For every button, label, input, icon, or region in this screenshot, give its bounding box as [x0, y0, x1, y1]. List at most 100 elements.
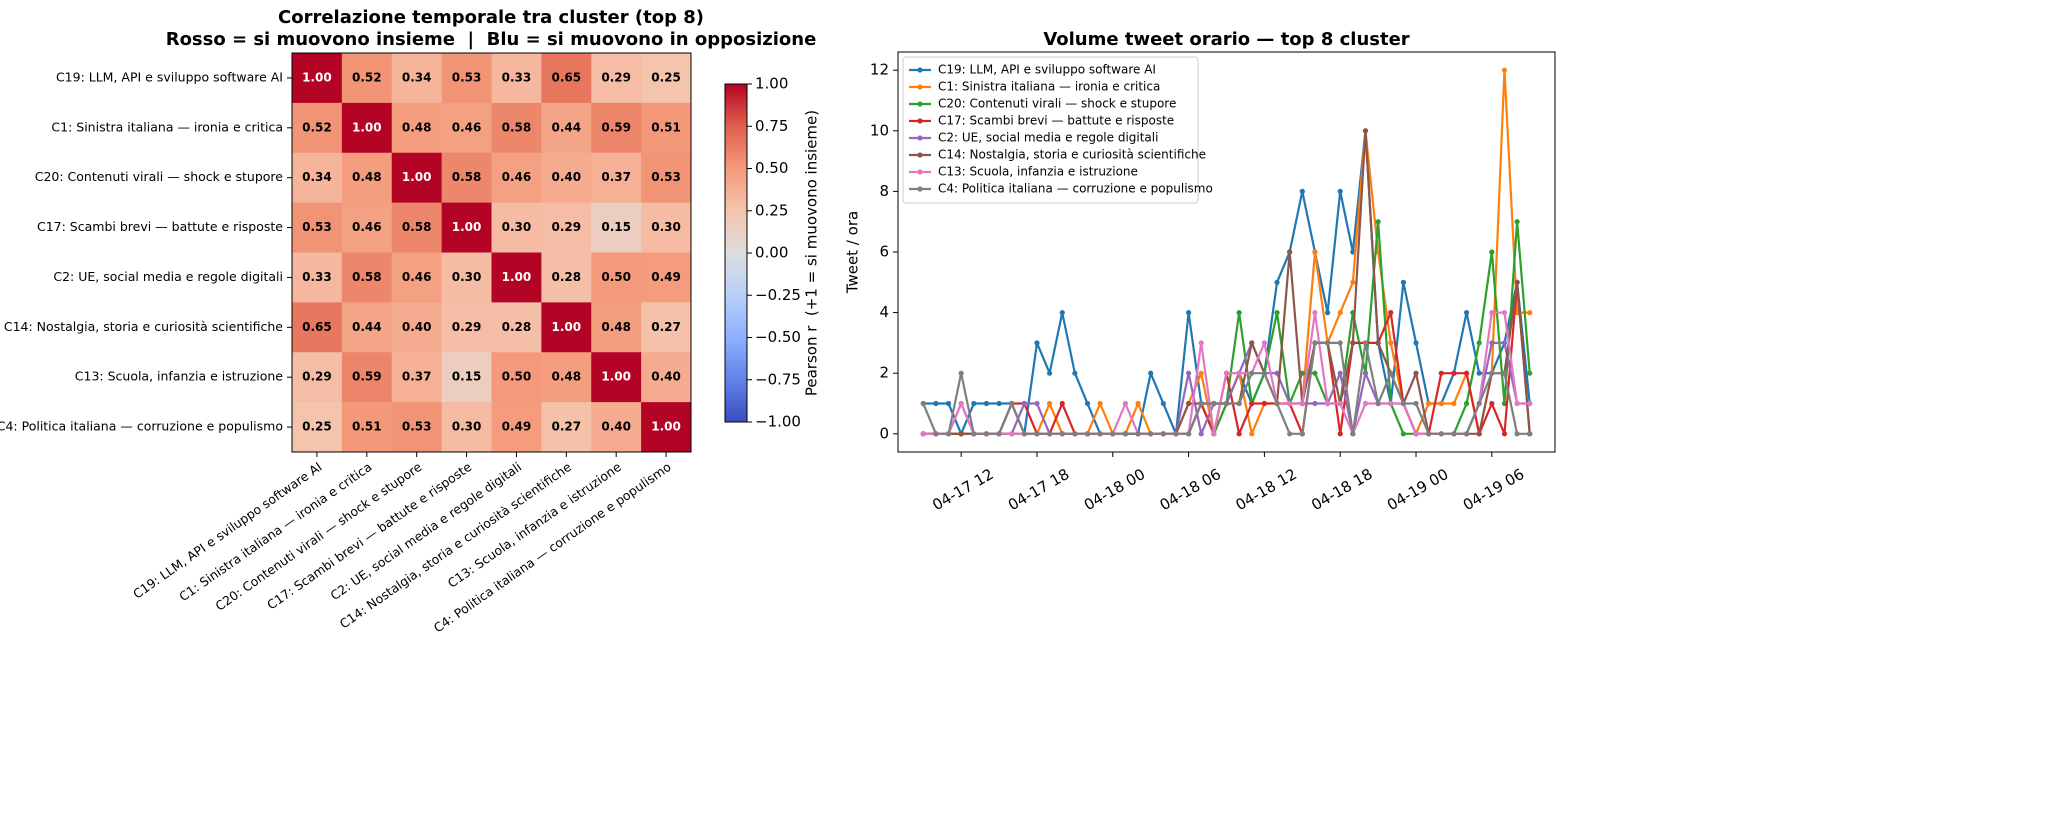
series-marker [1299, 431, 1305, 437]
cell-label: 0.34 [402, 70, 432, 84]
heatmap-cell [341, 252, 393, 303]
series-marker [1261, 400, 1268, 407]
series-marker [1249, 340, 1255, 346]
series-marker [1072, 370, 1078, 376]
heatmap-cell [641, 402, 692, 453]
cell-label: 0.50 [601, 270, 631, 284]
heatmap-cell [591, 252, 642, 303]
series-marker [1426, 400, 1432, 407]
cell-label: 1.00 [302, 70, 332, 84]
legend-marker [917, 186, 923, 192]
cell-label: 1.00 [452, 220, 482, 234]
heatmap-cell [292, 102, 343, 154]
heatmap-cell [341, 102, 393, 154]
series-marker [1312, 400, 1318, 407]
heatmap-cell [341, 53, 393, 104]
series-marker [1047, 431, 1053, 437]
cell-label: 0.27 [552, 420, 582, 434]
heatmap-cell [441, 152, 492, 204]
series-marker [1337, 310, 1343, 316]
series-marker [1489, 310, 1495, 316]
cell-label: 0.28 [502, 320, 532, 334]
series-marker [983, 400, 990, 407]
x-tick-label: 04-19 00 [1384, 465, 1451, 514]
series-marker [1312, 310, 1318, 316]
series-marker [1299, 400, 1305, 407]
cell-label: 1.00 [502, 270, 532, 284]
heatmap-cell [591, 102, 642, 154]
series-marker [1489, 370, 1495, 376]
series-marker [1514, 431, 1520, 437]
series-marker [1236, 370, 1242, 376]
series-marker [1463, 310, 1470, 316]
series-marker [1185, 310, 1192, 316]
cell-label: 1.00 [651, 420, 681, 434]
series-marker [1501, 310, 1508, 316]
heatmap-cell [491, 202, 542, 253]
series-marker [1514, 279, 1520, 285]
series-marker [1476, 340, 1482, 346]
series-marker [1413, 340, 1419, 346]
cell-label: 0.37 [601, 170, 631, 184]
cell-label: 0.53 [402, 420, 432, 434]
heatmap-cell [341, 352, 393, 403]
cell-label: 0.58 [452, 170, 482, 184]
y-tick-label: 0 [879, 424, 889, 442]
series-marker [1527, 310, 1533, 316]
series-marker [1324, 340, 1331, 346]
series-marker [1274, 310, 1280, 316]
series-marker [1463, 431, 1470, 437]
series-marker [1388, 340, 1394, 346]
cell-label: 0.46 [452, 120, 482, 134]
heatmap-cell [292, 53, 343, 104]
heatmap-cell [641, 252, 692, 303]
cell-label: 0.49 [502, 420, 532, 434]
legend-marker [917, 169, 923, 175]
heatmap-cell [541, 102, 592, 154]
series-marker [1514, 310, 1520, 316]
series-marker [1299, 370, 1305, 376]
series-marker [945, 431, 952, 437]
colorbar-tick-label: 0.00 [755, 244, 788, 262]
series-marker [1514, 400, 1520, 407]
series-marker [1274, 370, 1280, 376]
series-marker [1198, 340, 1204, 346]
series-marker [1501, 431, 1508, 437]
heatmap-cell [641, 53, 692, 104]
cell-label: 0.51 [651, 120, 681, 134]
cell-label: 0.28 [552, 270, 582, 284]
series-marker [1489, 400, 1495, 407]
series-marker [1249, 431, 1255, 437]
heatmap-cell [341, 402, 393, 453]
y-tick-label: C2: UE, social media e regole digitali [53, 269, 283, 284]
heatmap-cell [391, 102, 443, 154]
colorbar-tick-label: −0.75 [755, 370, 801, 388]
cell-label: 0.40 [651, 370, 681, 384]
colorbar-tick-label: 0.25 [755, 201, 788, 219]
y-tick-label: C14: Nostalgia, storia e curiosità scien… [4, 319, 283, 334]
chart-title: Volume tweet orario — top 8 cluster [1043, 29, 1409, 50]
y-tick-label: 8 [879, 182, 889, 200]
cell-label: 0.29 [452, 320, 482, 334]
cell-label: 0.29 [302, 370, 332, 384]
series-marker [1223, 370, 1230, 376]
legend-marker [917, 84, 923, 90]
cell-label: 1.00 [352, 120, 382, 134]
x-tick-label: 04-18 00 [1081, 465, 1148, 514]
series-marker [1388, 310, 1394, 316]
series-marker [1463, 370, 1470, 376]
cell-label: 0.29 [601, 70, 631, 84]
series-marker [1299, 188, 1305, 194]
series-marker [1236, 431, 1242, 437]
series-marker [958, 370, 964, 376]
series-marker [1400, 431, 1406, 437]
series-marker [1375, 400, 1381, 407]
series-marker [1501, 370, 1508, 376]
legend-box [902, 56, 1199, 204]
cell-label: 0.40 [402, 320, 432, 334]
heatmap-cell [591, 202, 642, 253]
series-marker [1463, 400, 1470, 407]
cell-label: 0.46 [402, 270, 432, 284]
colorbar-tick-label: 0.75 [755, 117, 788, 135]
